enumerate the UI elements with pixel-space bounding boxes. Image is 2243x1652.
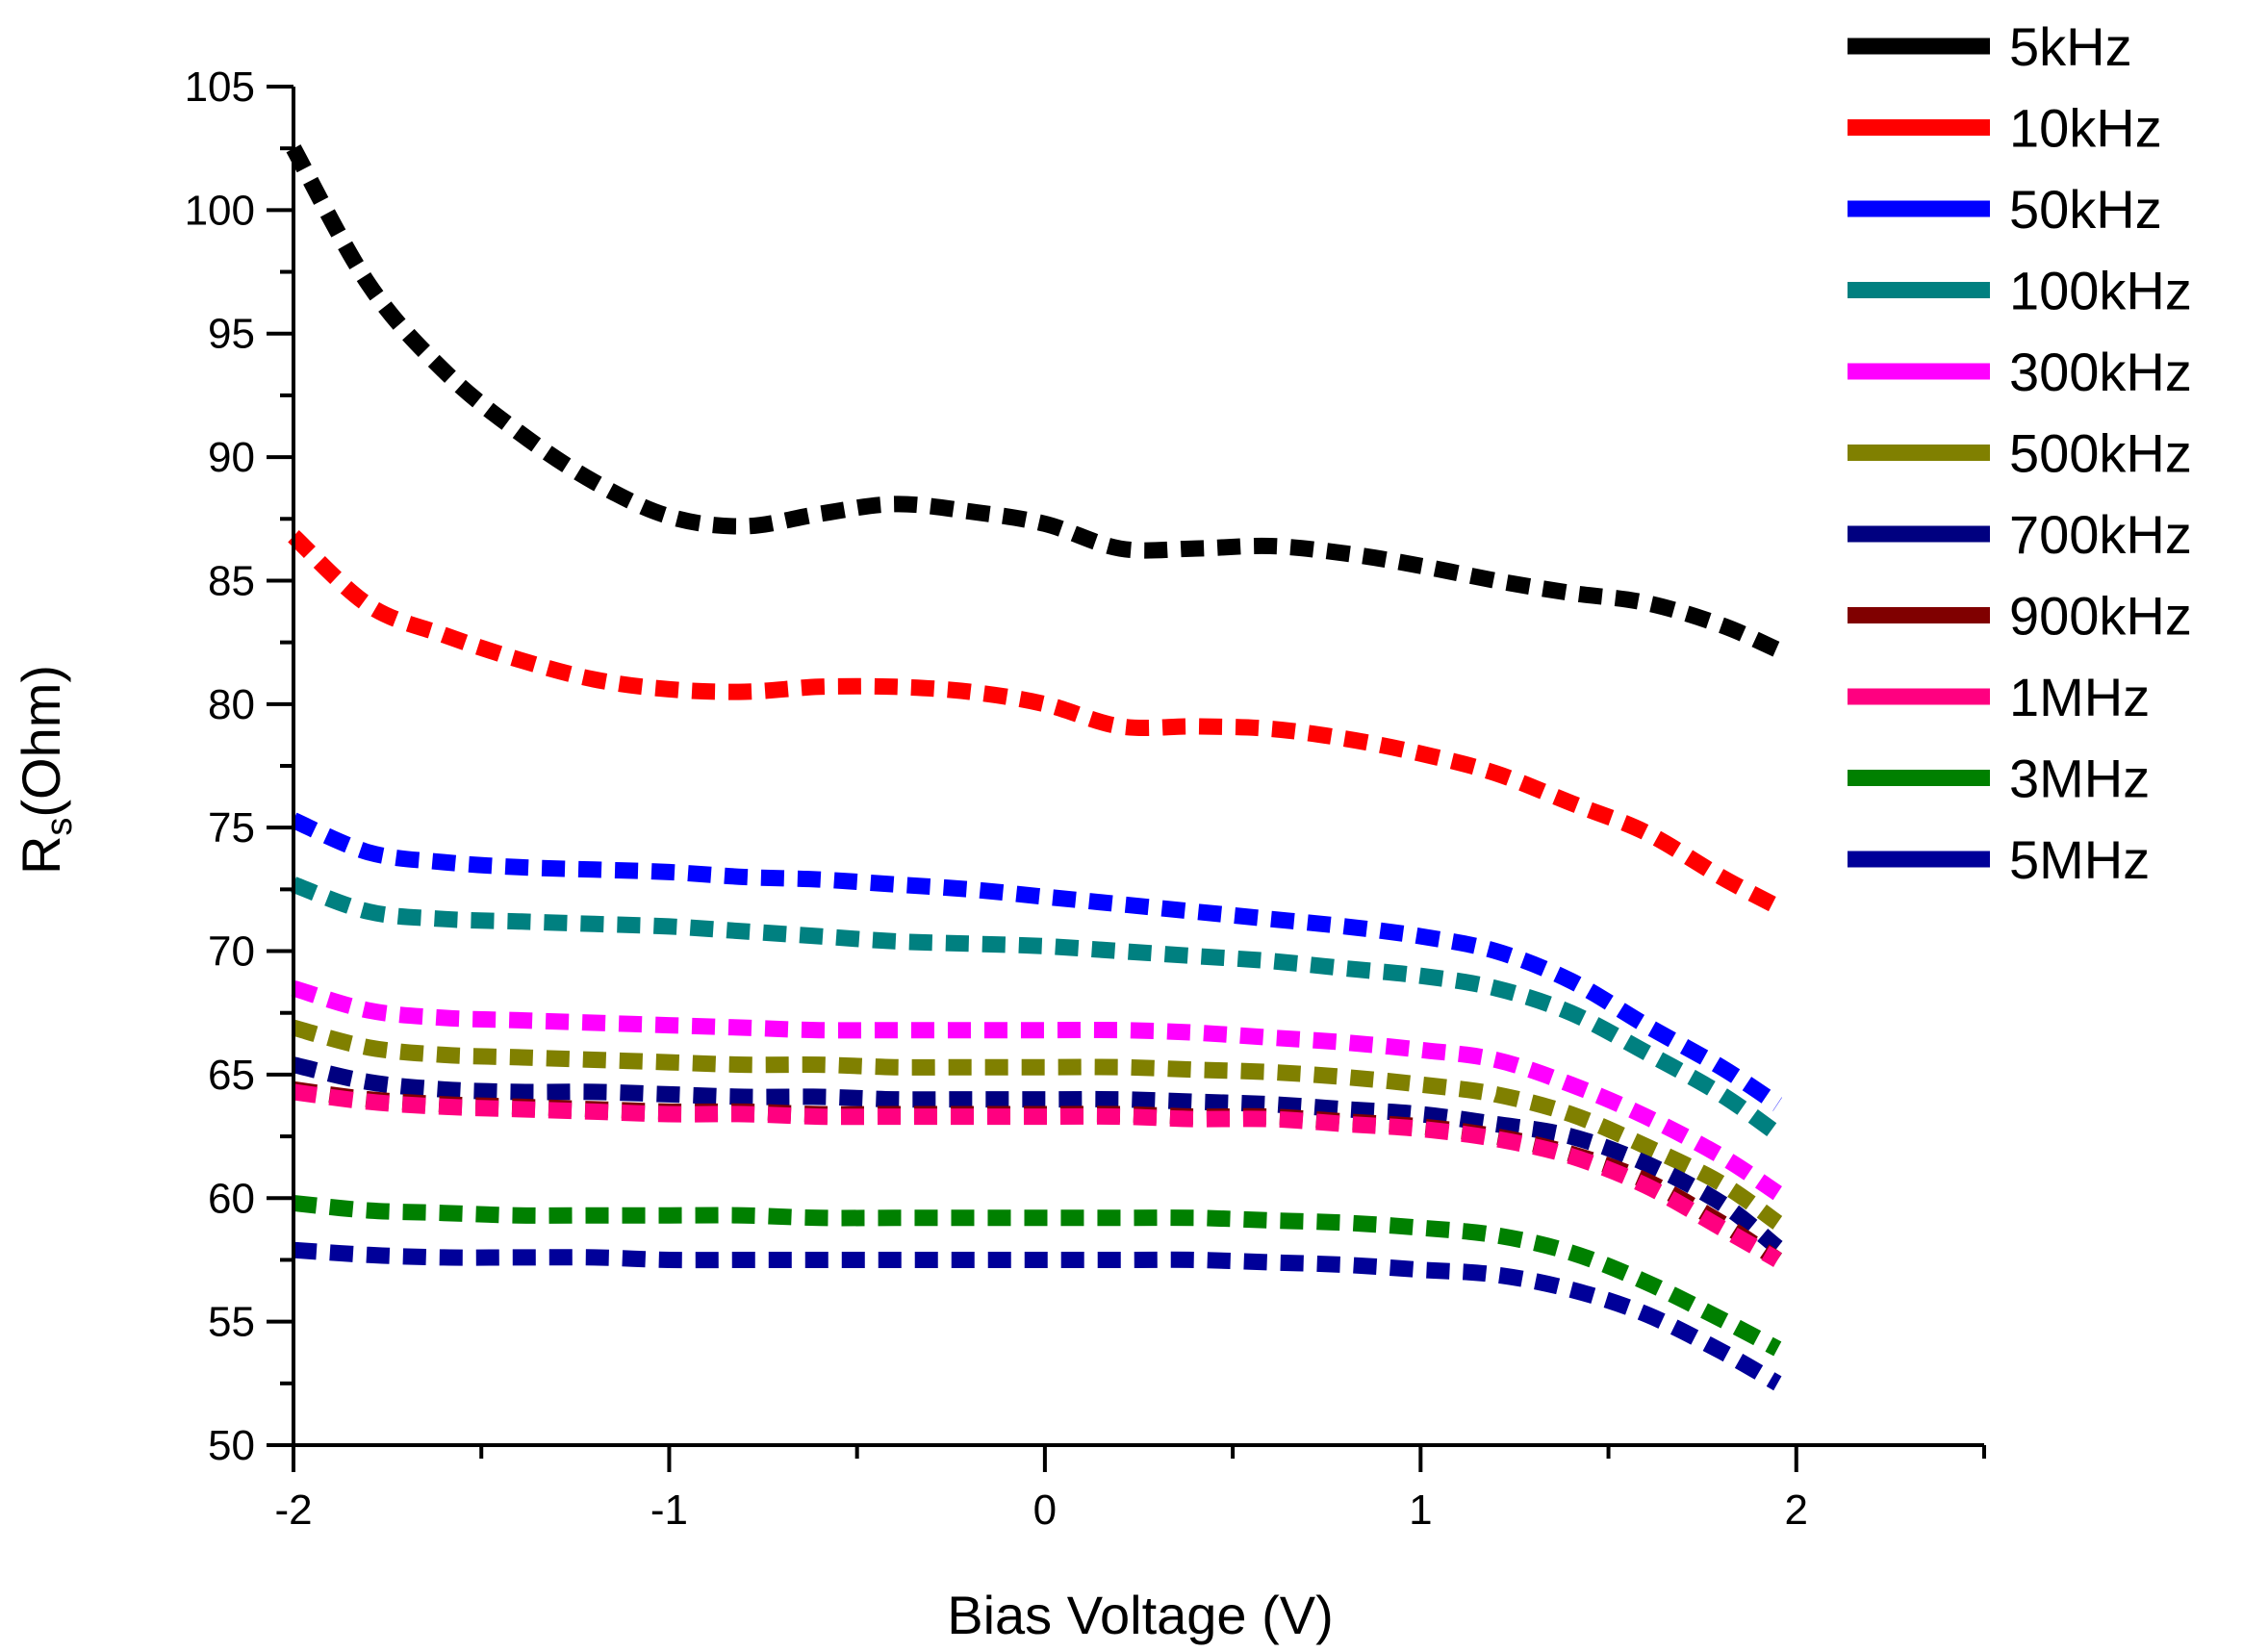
y-tick-label: 50 (208, 1422, 255, 1469)
legend-label: 5kHz (2009, 16, 2132, 77)
legend-label: 900kHz (2009, 586, 2192, 647)
series-layer (286, 144, 1783, 1391)
y-tick-label: 80 (208, 681, 255, 728)
series-line-1MHz (292, 1083, 1782, 1267)
x-tick-label: 2 (1785, 1487, 1808, 1534)
x-tick-label: 0 (1033, 1487, 1057, 1534)
y-tick-label: 60 (208, 1175, 255, 1222)
y-tick-label: 85 (208, 557, 255, 604)
y-tick-label: 75 (208, 804, 255, 851)
legend-label: 50kHz (2009, 179, 2162, 240)
ticks-layer: 50 55 60 65 70 75 80 85 90 95 100 105 -2 -1 0 1 2 (185, 64, 1986, 1534)
x-tick-label: -1 (650, 1487, 688, 1534)
y-axis-title: Rs(Ohm) (11, 665, 80, 875)
legend-label: 1MHz (2009, 667, 2150, 727)
y-tick-label: 70 (208, 928, 255, 976)
y-tick-label: 95 (208, 311, 255, 358)
legend-label: 100kHz (2009, 261, 2192, 321)
series-line-5kHz (286, 144, 1781, 658)
legend-label: 500kHz (2009, 423, 2192, 484)
series-line-5MHz (293, 1241, 1782, 1391)
series-line-10kHz (288, 529, 1782, 914)
legend-label: 5MHz (2009, 829, 2150, 890)
y-tick-label: 65 (208, 1052, 255, 1099)
y-tick-label: 100 (185, 187, 255, 234)
legend-label: 300kHz (2009, 342, 2192, 402)
x-axis-title: Bias Voltage (V) (947, 1585, 1334, 1645)
series-line-3MHz (293, 1194, 1782, 1357)
x-tick-label: -2 (274, 1487, 312, 1534)
x-tick-label: 1 (1409, 1487, 1432, 1534)
y-tick-label: 90 (208, 434, 255, 481)
legend-label: 700kHz (2009, 504, 2192, 565)
y-tick-label: 55 (208, 1299, 255, 1346)
y-axis-title-main: R (11, 836, 71, 875)
y-axis-title-subscript: s (39, 818, 80, 836)
y-axis-title-unit: (Ohm) (11, 665, 71, 818)
series-line-50kHz (290, 812, 1782, 1111)
legend: 5kHz 10kHz 50kHz 100kHz 300kHz 500kHz 700kHz 90… (1848, 16, 2192, 890)
legend-label: 10kHz (2009, 98, 2162, 159)
y-tick-label: 105 (185, 64, 255, 111)
legend-label: 3MHz (2009, 749, 2150, 809)
series-line-700kHz (292, 1056, 1783, 1255)
